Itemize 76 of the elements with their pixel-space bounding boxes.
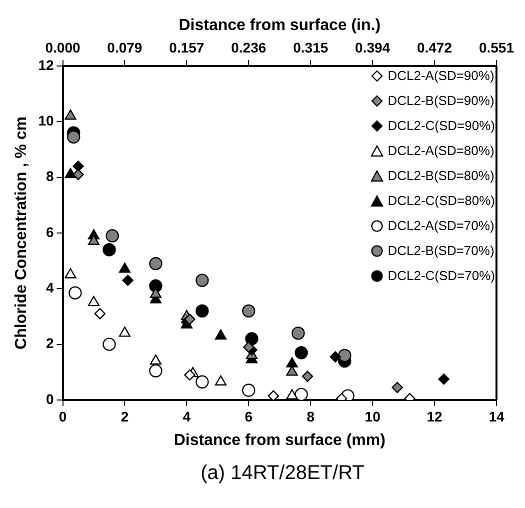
point xyxy=(242,304,256,318)
point xyxy=(118,326,131,337)
point xyxy=(268,390,280,400)
y-tick-label: 4 xyxy=(46,280,54,296)
point xyxy=(196,304,209,318)
point xyxy=(214,375,227,386)
point xyxy=(67,130,80,144)
x-tick-label: 2 xyxy=(120,408,129,424)
legend-label: DCL2-C(SD=80%) xyxy=(388,193,495,209)
x-tick-label: 6 xyxy=(244,408,253,424)
x-tick-label: 12 xyxy=(426,408,443,424)
point xyxy=(438,374,450,385)
point xyxy=(338,348,352,362)
x2-tick-label: 0.315 xyxy=(293,39,328,56)
x2-tick-label: 0.472 xyxy=(416,39,452,56)
point xyxy=(122,274,134,286)
point xyxy=(286,357,298,368)
point xyxy=(292,326,305,340)
x-tick-label: 0 xyxy=(58,408,67,424)
point xyxy=(294,346,308,360)
legend-label: DCL2-A(SD=80%) xyxy=(388,143,494,159)
point xyxy=(302,370,314,382)
point xyxy=(64,268,76,278)
x2-tick-label: 0.157 xyxy=(169,39,204,56)
point xyxy=(72,160,84,172)
x2-axis-title: Distance from surface (in.) xyxy=(178,17,381,34)
legend-label: DCL2-A(SD=70%) xyxy=(388,218,494,234)
legend-label: DCL2-A(SD=90%) xyxy=(388,68,494,84)
x2-tick-label: 0.236 xyxy=(231,39,266,56)
x-axis-title: Distance from surface (mm) xyxy=(174,432,386,449)
point xyxy=(184,314,196,325)
legend-label: DCL2-B(SD=80%) xyxy=(388,168,494,184)
x-tick-label: 8 xyxy=(306,408,315,424)
point xyxy=(102,338,116,351)
x2-tick-label: 0.079 xyxy=(107,39,142,56)
point xyxy=(102,243,116,256)
y-tick-label: 10 xyxy=(38,112,54,129)
x2-tick-label: 0.000 xyxy=(45,39,80,56)
point xyxy=(243,342,254,353)
legend-label: DCL2-C(SD=70%) xyxy=(388,268,495,284)
point xyxy=(94,308,106,320)
point xyxy=(242,384,256,397)
point xyxy=(330,351,341,362)
point xyxy=(214,329,227,340)
x-tick-label: 14 xyxy=(488,408,504,424)
point xyxy=(72,168,84,180)
legend-label: DCL2-C(SD=90%) xyxy=(388,118,495,134)
point xyxy=(88,296,100,306)
text: (a) 14RT/28ET/RT xyxy=(200,462,366,485)
legend-label: DCL2-B(SD=70%) xyxy=(388,243,494,259)
point xyxy=(245,332,258,346)
y-tick-label: 0 xyxy=(46,390,54,407)
point xyxy=(118,262,131,273)
point xyxy=(64,110,76,120)
point xyxy=(286,366,298,376)
point xyxy=(294,388,308,400)
point xyxy=(196,375,209,389)
y-tick-label: 8 xyxy=(46,168,54,184)
x-tick-label: 10 xyxy=(364,408,381,424)
y-axis-title: Chloride Concentration , % cm xyxy=(13,116,30,350)
point xyxy=(149,364,162,378)
x2-tick-label: 0.394 xyxy=(355,39,390,56)
x-tick-label: 4 xyxy=(182,408,191,424)
point xyxy=(68,286,82,300)
x2-tick-label: 0.551 xyxy=(478,39,514,56)
point xyxy=(150,354,162,365)
point xyxy=(286,389,298,400)
y-tick-label: 6 xyxy=(46,224,54,240)
y-tick-label: 2 xyxy=(46,335,54,352)
point xyxy=(392,382,403,394)
point xyxy=(196,274,209,287)
legend-label: DCL2-B(SD=90%) xyxy=(388,93,494,109)
point xyxy=(106,229,119,242)
point xyxy=(149,257,162,270)
y-tick-label: 12 xyxy=(38,56,54,73)
point xyxy=(184,369,196,381)
